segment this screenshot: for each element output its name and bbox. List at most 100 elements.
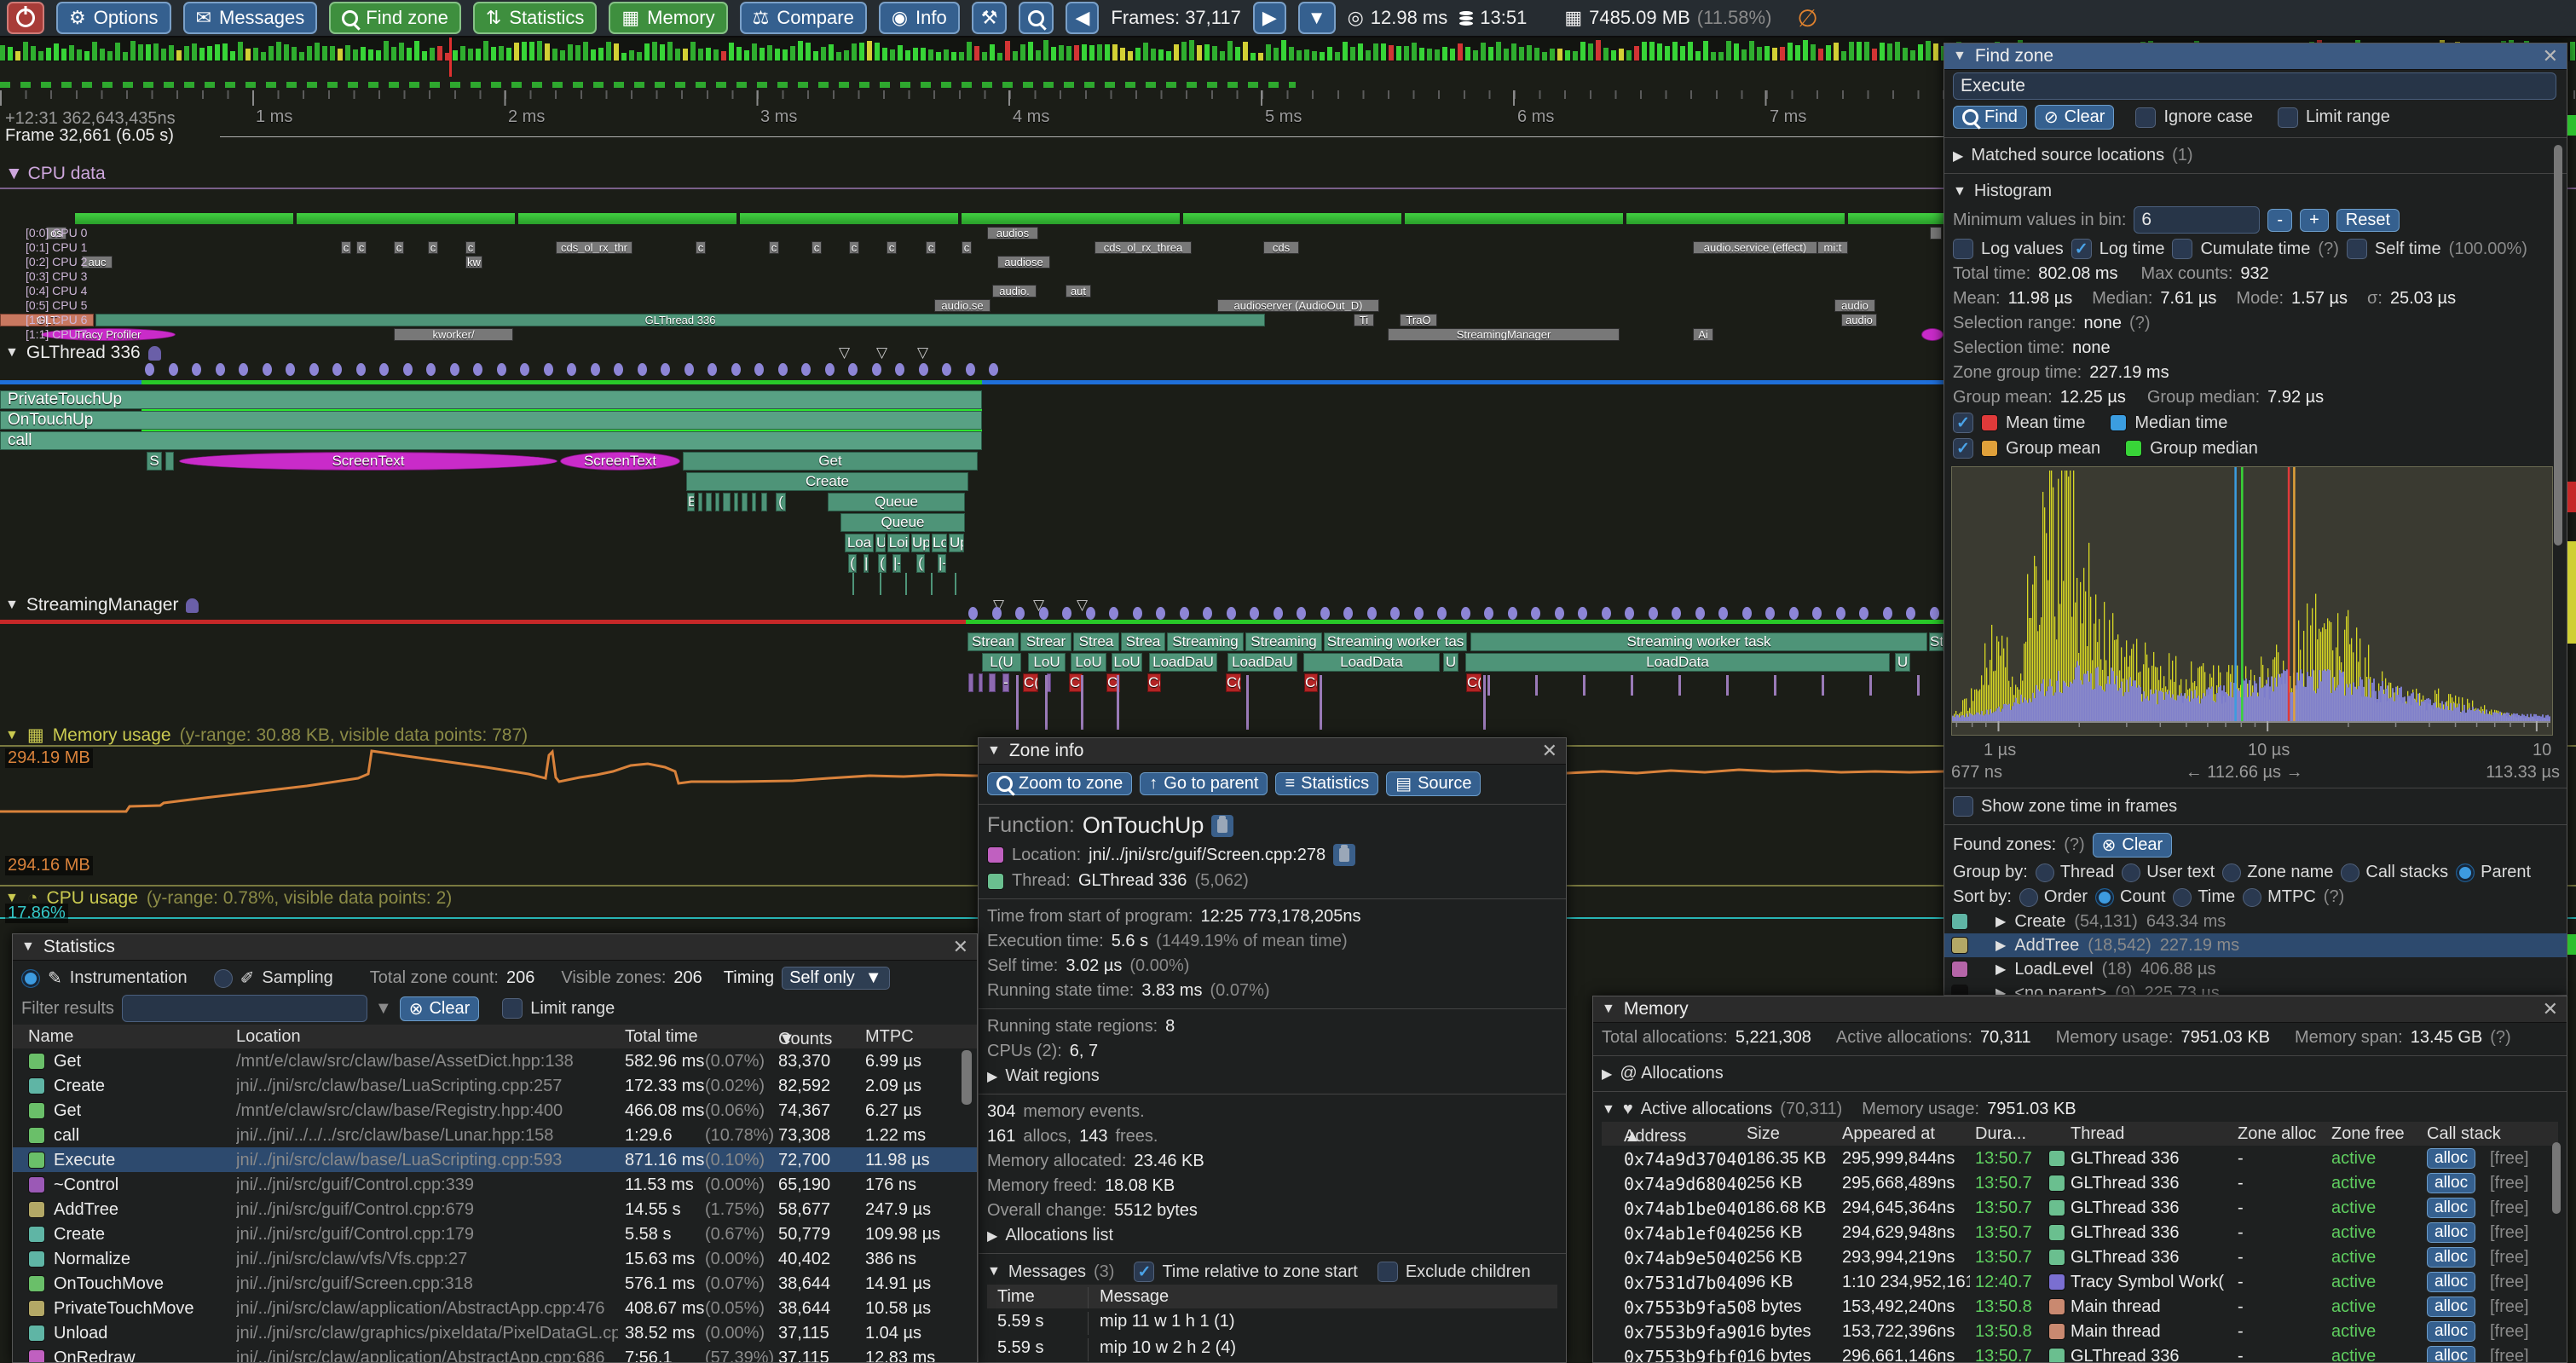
allocations-section-row[interactable]: ▶ @ Allocations xyxy=(1602,1064,1724,1083)
found-zone-group[interactable]: ▶ AddTree (18,542) 227.19 ms xyxy=(1944,933,2567,957)
timeline-zone[interactable]: Streaming worker tas xyxy=(1324,632,1467,651)
cpu-zone[interactable]: c xyxy=(962,241,972,254)
power-button[interactable] xyxy=(7,2,44,34)
statistics-button[interactable]: ⇅ Statistics xyxy=(472,2,598,34)
col-call-stack[interactable]: Call stack xyxy=(2427,1124,2501,1143)
timeline-zone[interactable]: C( xyxy=(1304,673,1318,692)
alloc-callstack-button[interactable]: alloc xyxy=(2427,1173,2476,1193)
cpu-zone[interactable]: c xyxy=(849,241,859,254)
self-time-checkbox[interactable] xyxy=(2346,239,2367,259)
zone-info-titlebar[interactable]: ▼ Zone info ✕ xyxy=(979,738,1566,765)
timeline-zone[interactable] xyxy=(968,673,973,692)
alloc-callstack-button[interactable]: alloc xyxy=(2427,1297,2476,1317)
allocation-row[interactable]: 0x74a9d37040 186.35 KB 295,999,844ns 13:… xyxy=(1602,1146,2558,1170)
cpu-zone[interactable]: GLThread 336 xyxy=(95,314,1265,326)
find-zone-histogram[interactable] xyxy=(1951,466,2553,736)
streaming-header[interactable]: ▼ StreamingManager xyxy=(5,595,199,615)
min-bin-increase-button[interactable]: + xyxy=(2300,208,2329,232)
col-appeared[interactable]: Appeared at xyxy=(1842,1124,1935,1143)
statistics-row[interactable]: call jni/../jni/../../../src/claw/base/L… xyxy=(13,1123,977,1147)
cpu-zone[interactable]: mi:t xyxy=(1817,241,1848,254)
timeline-zone[interactable]: |- xyxy=(892,554,901,573)
timeline-zone[interactable] xyxy=(761,493,767,511)
statistics-row[interactable]: Execute jni/../jni/src/claw/base/LuaScri… xyxy=(13,1147,977,1172)
found-zone-group[interactable]: ▶ LoadLevel (18) 406.88 µs xyxy=(1944,957,2567,981)
cpu-zone[interactable]: audio xyxy=(1834,299,1875,312)
timeline-zone[interactable]: ( xyxy=(878,554,887,573)
compare-button[interactable]: ⚖ Compare xyxy=(739,2,867,34)
cpu-zone[interactable]: Ai xyxy=(1693,328,1713,341)
allocation-row[interactable]: 0x7531d7b040 96 KB 1:10 234,952,161 12:4… xyxy=(1602,1269,2558,1294)
statistics-row[interactable]: OnTouchMove jni/../jni/src/guif/Screen.c… xyxy=(13,1271,977,1296)
statistics-scrollbar[interactable] xyxy=(962,1050,972,1105)
memory-titlebar[interactable]: ▼ Memory ✕ xyxy=(1593,996,2567,1023)
messages-row[interactable]: ▼Messages(3) Time relative to zone start… xyxy=(979,1259,1566,1285)
timeline-zone[interactable]: call xyxy=(0,431,982,450)
timeline-zone[interactable]: E xyxy=(687,493,695,511)
col-duration[interactable]: Dura... xyxy=(1975,1124,2027,1143)
timeline-zone[interactable]: Streaming worker task xyxy=(1470,632,1927,651)
memory-usage-plot[interactable] xyxy=(0,745,1944,885)
timeline-zone[interactable]: LoU xyxy=(1112,653,1142,672)
timeline-zone[interactable]: Strea xyxy=(1121,632,1165,651)
group-by-option[interactable]: Call stacks xyxy=(2341,863,2448,882)
cpu-zone[interactable]: audio.service (effect) xyxy=(1693,241,1817,254)
timeline-zone[interactable]: Queue xyxy=(840,513,965,532)
allocation-row[interactable]: 0x7553b9fa50 8 bytes 153,492,240ns 13:50… xyxy=(1602,1294,2558,1319)
clear-button[interactable]: ⊘ Clear xyxy=(2034,105,2115,130)
alloc-callstack-button[interactable]: alloc xyxy=(2427,1321,2476,1342)
glthread-header[interactable]: ▼ GLThread 336 xyxy=(5,343,161,363)
cumulate-time-checkbox[interactable] xyxy=(2172,239,2193,259)
statistics-row[interactable]: OnRedraw jni/../jni/src/claw/application… xyxy=(13,1345,977,1362)
zone-thread[interactable]: GLThread 336 xyxy=(1077,871,1187,890)
cpu-zone[interactable] xyxy=(1930,227,1942,240)
cpu-zone[interactable]: aut xyxy=(1066,285,1091,297)
cpu-zone[interactable]: GLT xyxy=(0,314,94,326)
frame-set-label[interactable]: Frame 32,661 (6.05 s) xyxy=(5,126,174,145)
cpu-zone[interactable] xyxy=(1921,328,1944,341)
timeline-zone[interactable] xyxy=(742,493,748,511)
memory-usage-header[interactable]: ▼ ▦ Memory usage (y-range: 30.88 KB, vis… xyxy=(5,725,528,746)
timeline-zone[interactable] xyxy=(165,452,174,471)
cpu-zone[interactable]: audio.se xyxy=(934,299,991,312)
find-button[interactable]: Find xyxy=(1953,106,2027,129)
statistics-row[interactable]: Create jni/../jni/src/guif/Control.cpp:1… xyxy=(13,1222,977,1246)
timeline-zone[interactable]: LoadData xyxy=(1303,653,1440,672)
timeline-zone[interactable]: L(U xyxy=(982,653,1021,672)
close-icon[interactable]: ✕ xyxy=(1541,740,1557,761)
cpu-zone[interactable]: StreamingManager xyxy=(1388,328,1620,341)
cpu-zone[interactable]: Tracy Profiler xyxy=(41,328,176,341)
cpu-zone[interactable]: cds_ol_rx_threa xyxy=(1095,241,1192,254)
statistics-row[interactable]: ~Control jni/../jni/src/guif/Control.cpp… xyxy=(13,1172,977,1197)
sampling-radio[interactable] xyxy=(213,968,233,988)
cpu-zone[interactable]: c xyxy=(341,241,351,254)
cpu-zone[interactable]: audiose xyxy=(997,256,1050,269)
timeline-zone[interactable]: LoadData xyxy=(1465,653,1890,672)
timeline-zone[interactable]: Up xyxy=(949,534,964,552)
messages-button[interactable]: ✉ Messages xyxy=(182,2,318,34)
timeline-zone[interactable]: LoadDaU xyxy=(1227,653,1297,672)
statistics-row[interactable]: Normalize jni/../jni/src/claw/vfs/Vfs.cp… xyxy=(13,1246,977,1271)
col-name[interactable]: Name xyxy=(28,1027,74,1046)
close-icon[interactable]: ✕ xyxy=(2542,998,2558,1019)
timeline-zone[interactable]: - xyxy=(1002,673,1009,692)
timeline-zone[interactable]: ( xyxy=(776,493,786,511)
message-marker-icon[interactable]: ▽ xyxy=(917,344,929,361)
alloc-callstack-button[interactable]: alloc xyxy=(2427,1148,2476,1169)
group-by-option[interactable]: User text xyxy=(2122,863,2215,882)
found-clear-button[interactable]: ⊗ Clear xyxy=(2092,833,2173,858)
timeline-zone[interactable]: U xyxy=(1443,653,1458,672)
allocations-list-row[interactable]: ▶ Allocations list xyxy=(987,1226,1114,1245)
prev-frame-button[interactable]: ◀ xyxy=(1066,2,1100,34)
timeline-zone[interactable]: ScreenText xyxy=(179,452,557,471)
allocation-row[interactable]: 0x74ab9e5040 256 KB 293,994,219ns 13:50.… xyxy=(1602,1245,2558,1269)
zoom-button[interactable] xyxy=(1019,2,1054,34)
statistics-row[interactable]: Get /mnt/e/claw/src/claw/base/AssetDict.… xyxy=(13,1048,977,1073)
timeline-zone[interactable]: St xyxy=(1929,632,1944,651)
cpu-zone[interactable]: Ti xyxy=(1354,314,1374,326)
cpu-zone[interactable]: c xyxy=(696,241,706,254)
zone-location[interactable]: jni/../jni/src/guif/Screen.cpp:278 xyxy=(1089,845,1326,864)
timing-dropdown[interactable]: Self only ▼ xyxy=(782,967,890,990)
timeline-zone[interactable]: | xyxy=(863,554,869,573)
log-values-checkbox[interactable] xyxy=(1953,239,1973,259)
